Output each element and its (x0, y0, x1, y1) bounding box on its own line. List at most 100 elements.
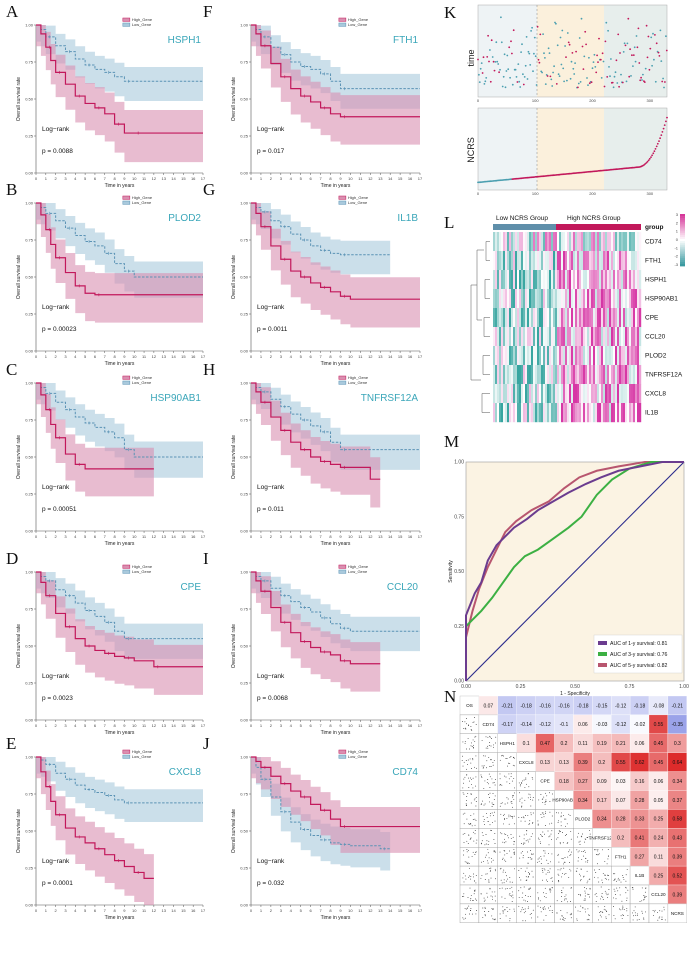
heat-cell (513, 289, 516, 309)
heat-cell (537, 327, 540, 347)
heat-cell (573, 327, 576, 347)
scatter-point (625, 892, 627, 894)
scatter-point (537, 905, 539, 907)
heat-cell (627, 289, 630, 309)
color-scale-tick: 1 (676, 229, 679, 234)
heat-cell (611, 251, 614, 271)
heat-cell (543, 384, 546, 404)
color-scale-step (680, 247, 685, 250)
scatter-point (519, 792, 521, 794)
scatter-point (474, 890, 476, 892)
scatter-point (518, 870, 520, 871)
scatter-point (465, 913, 467, 915)
scatter-point (482, 815, 484, 817)
scatter-point (563, 899, 565, 901)
scatter-point (599, 914, 601, 916)
scatter-point (577, 910, 579, 912)
corr-value: -0.12 (615, 703, 627, 709)
k-time-point (665, 35, 667, 38)
heat-cell (561, 346, 564, 366)
heat-cell (539, 289, 542, 309)
heat-cell (547, 327, 550, 347)
heat-cell (541, 384, 544, 404)
k-time-point (553, 65, 555, 68)
x-tick-label: 7 (104, 723, 107, 728)
heat-cell (607, 384, 610, 404)
scatter-point (469, 777, 471, 779)
scatter-point (643, 917, 645, 919)
heat-cell (605, 384, 608, 404)
corr-diag-label: CD74 (482, 722, 494, 727)
scatter-point (475, 805, 477, 807)
scatter-point (529, 823, 531, 825)
corr-value: 0.39 (672, 892, 682, 898)
heat-cell (633, 308, 636, 328)
scatter-point (538, 799, 540, 801)
heat-cell (525, 403, 528, 423)
scatter-point (584, 895, 586, 897)
scatter-point (489, 801, 490, 803)
heat-cell (593, 346, 596, 366)
scatter-point (521, 797, 523, 799)
scatter-point (509, 920, 511, 922)
p-value: p = 0.0068 (257, 695, 288, 702)
dendrogram-branch (485, 241, 490, 261)
heat-cell (541, 289, 544, 309)
scatter-point (542, 870, 544, 871)
scatter-point (613, 906, 615, 907)
scatter-point (607, 849, 609, 851)
scatter-point (510, 895, 512, 897)
scatter-point (546, 859, 548, 861)
scatter-point (530, 913, 532, 914)
high-ci-band (36, 25, 203, 163)
k-time-point (585, 43, 587, 46)
heat-cell (617, 270, 620, 290)
heat-cell (595, 327, 598, 347)
corr-value: 0.52 (672, 873, 682, 879)
heat-cell (523, 270, 526, 290)
heat-cell (557, 289, 560, 309)
k-time-point (571, 52, 574, 54)
y-tick-label: 0.25 (25, 492, 34, 497)
scatter-point (577, 851, 579, 853)
k-time-point (533, 52, 535, 55)
legend-low-label: Low_Gene (132, 380, 152, 385)
k-time-point (647, 35, 650, 38)
x-tick-label: 14 (171, 176, 176, 181)
scatter-point (527, 901, 529, 902)
x-tick-label: 9 (123, 534, 126, 539)
heat-cell (511, 384, 514, 404)
heat-cell (543, 308, 546, 328)
corr-diag-label: IL1B (635, 873, 644, 878)
x-tick-label: 8 (113, 908, 116, 913)
heat-cell (635, 384, 638, 404)
y-tick-label: 0.25 (240, 134, 249, 139)
corr-value: 0.06 (578, 722, 588, 728)
scatter-point (537, 897, 539, 899)
scatter-point (556, 812, 557, 814)
scatter-point (471, 742, 472, 744)
scatter-point (467, 759, 469, 761)
scatter-point (493, 918, 495, 920)
heat-cell (621, 251, 624, 271)
heat-cell (623, 365, 626, 385)
heat-cell (589, 346, 592, 366)
scatter-point (493, 814, 494, 816)
heat-cell (587, 251, 590, 271)
heat-cell (579, 346, 582, 366)
k-region-bg (478, 108, 537, 190)
k-ncrs-point (648, 157, 651, 160)
x-tick-label: 5 (300, 908, 303, 913)
scatter-point (548, 907, 550, 909)
heat-cell (523, 308, 526, 328)
heat-cell (569, 270, 572, 290)
scatter-point (522, 920, 524, 922)
heat-cell (555, 346, 558, 366)
k-time-point (651, 64, 653, 67)
x-tick-label: 3 (64, 908, 67, 913)
scatter-point (510, 856, 512, 858)
heat-cell (589, 251, 592, 271)
scatter-point (493, 908, 495, 910)
scatter-point (522, 816, 524, 818)
low-survival-curve (36, 756, 203, 804)
